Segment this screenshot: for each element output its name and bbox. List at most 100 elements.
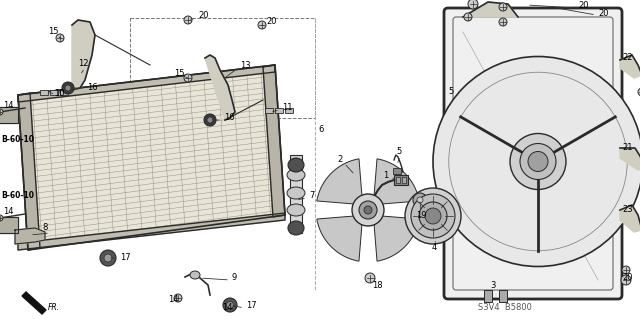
- Circle shape: [184, 16, 192, 24]
- Circle shape: [425, 208, 441, 224]
- Polygon shape: [22, 292, 46, 314]
- Text: 7: 7: [309, 191, 314, 201]
- Circle shape: [405, 188, 461, 244]
- Bar: [396, 177, 400, 183]
- Text: 21: 21: [622, 144, 632, 152]
- Ellipse shape: [287, 204, 305, 216]
- Text: 9: 9: [232, 273, 237, 283]
- Text: 5: 5: [396, 147, 401, 157]
- Text: 16: 16: [224, 114, 235, 122]
- Circle shape: [228, 302, 236, 310]
- Text: 17: 17: [246, 301, 257, 310]
- Circle shape: [499, 18, 507, 26]
- Ellipse shape: [288, 158, 304, 172]
- Circle shape: [417, 197, 423, 203]
- Text: 5: 5: [448, 87, 453, 97]
- Text: 14: 14: [3, 100, 13, 109]
- Polygon shape: [18, 213, 285, 250]
- Text: S3V4  B5800: S3V4 B5800: [478, 303, 532, 313]
- Text: 20: 20: [578, 2, 589, 11]
- Polygon shape: [72, 20, 95, 90]
- Polygon shape: [374, 159, 419, 204]
- Polygon shape: [18, 65, 285, 250]
- Circle shape: [258, 21, 266, 29]
- Text: 11: 11: [282, 103, 292, 113]
- Circle shape: [622, 266, 630, 274]
- Bar: [60, 90, 68, 95]
- Bar: [290, 155, 302, 233]
- Circle shape: [528, 152, 548, 172]
- Text: 15: 15: [48, 27, 58, 36]
- Circle shape: [56, 34, 64, 42]
- Polygon shape: [0, 217, 18, 233]
- Bar: [499, 290, 507, 302]
- Circle shape: [520, 144, 556, 180]
- Ellipse shape: [287, 187, 305, 199]
- Polygon shape: [18, 93, 40, 250]
- Circle shape: [510, 133, 566, 189]
- Text: B-60-10: B-60-10: [1, 190, 34, 199]
- Polygon shape: [620, 148, 640, 170]
- Polygon shape: [374, 216, 419, 261]
- Ellipse shape: [104, 254, 112, 262]
- Circle shape: [621, 275, 631, 285]
- Polygon shape: [463, 2, 518, 17]
- Text: 1: 1: [383, 170, 388, 180]
- Polygon shape: [317, 216, 362, 261]
- Bar: [130, 18, 315, 118]
- Text: 14: 14: [168, 295, 179, 305]
- Bar: [265, 108, 273, 113]
- Text: 14: 14: [222, 303, 232, 313]
- Ellipse shape: [190, 271, 200, 279]
- Text: 13: 13: [240, 61, 251, 70]
- Text: 16: 16: [87, 84, 98, 93]
- Text: 23: 23: [622, 205, 632, 214]
- Ellipse shape: [227, 301, 234, 308]
- Ellipse shape: [204, 114, 216, 126]
- Polygon shape: [620, 55, 640, 78]
- Circle shape: [174, 294, 182, 302]
- Bar: [393, 168, 401, 174]
- Circle shape: [411, 194, 455, 238]
- Text: 17: 17: [120, 254, 131, 263]
- Text: 4: 4: [432, 243, 437, 253]
- Text: 20: 20: [266, 17, 276, 26]
- Polygon shape: [15, 228, 45, 244]
- Ellipse shape: [100, 250, 116, 266]
- Circle shape: [352, 194, 384, 226]
- Text: 10: 10: [54, 88, 65, 98]
- Circle shape: [364, 206, 372, 214]
- Ellipse shape: [287, 169, 305, 181]
- Circle shape: [365, 273, 375, 283]
- Circle shape: [0, 215, 3, 221]
- Text: 14: 14: [3, 207, 13, 217]
- Bar: [285, 108, 293, 113]
- Text: 3: 3: [490, 281, 495, 291]
- Bar: [40, 90, 48, 95]
- Circle shape: [184, 74, 192, 82]
- Ellipse shape: [288, 221, 304, 235]
- Ellipse shape: [62, 82, 74, 94]
- Bar: [402, 177, 406, 183]
- Polygon shape: [620, 205, 640, 232]
- Bar: [484, 290, 492, 302]
- Circle shape: [359, 201, 377, 219]
- Circle shape: [419, 202, 447, 230]
- Ellipse shape: [65, 85, 71, 91]
- Text: 8: 8: [42, 224, 47, 233]
- Bar: [50, 90, 58, 95]
- Polygon shape: [317, 159, 362, 204]
- Text: FR.: FR.: [48, 303, 60, 313]
- Text: 22: 22: [622, 54, 632, 63]
- Polygon shape: [0, 107, 18, 123]
- Text: 12: 12: [78, 60, 88, 69]
- Text: 20: 20: [198, 11, 209, 20]
- Text: 6: 6: [318, 125, 323, 135]
- Text: 20: 20: [598, 9, 609, 18]
- Circle shape: [413, 193, 427, 207]
- Bar: [394, 175, 408, 185]
- Polygon shape: [205, 55, 235, 120]
- Circle shape: [499, 3, 507, 11]
- Text: 18: 18: [372, 280, 383, 290]
- Polygon shape: [263, 65, 285, 217]
